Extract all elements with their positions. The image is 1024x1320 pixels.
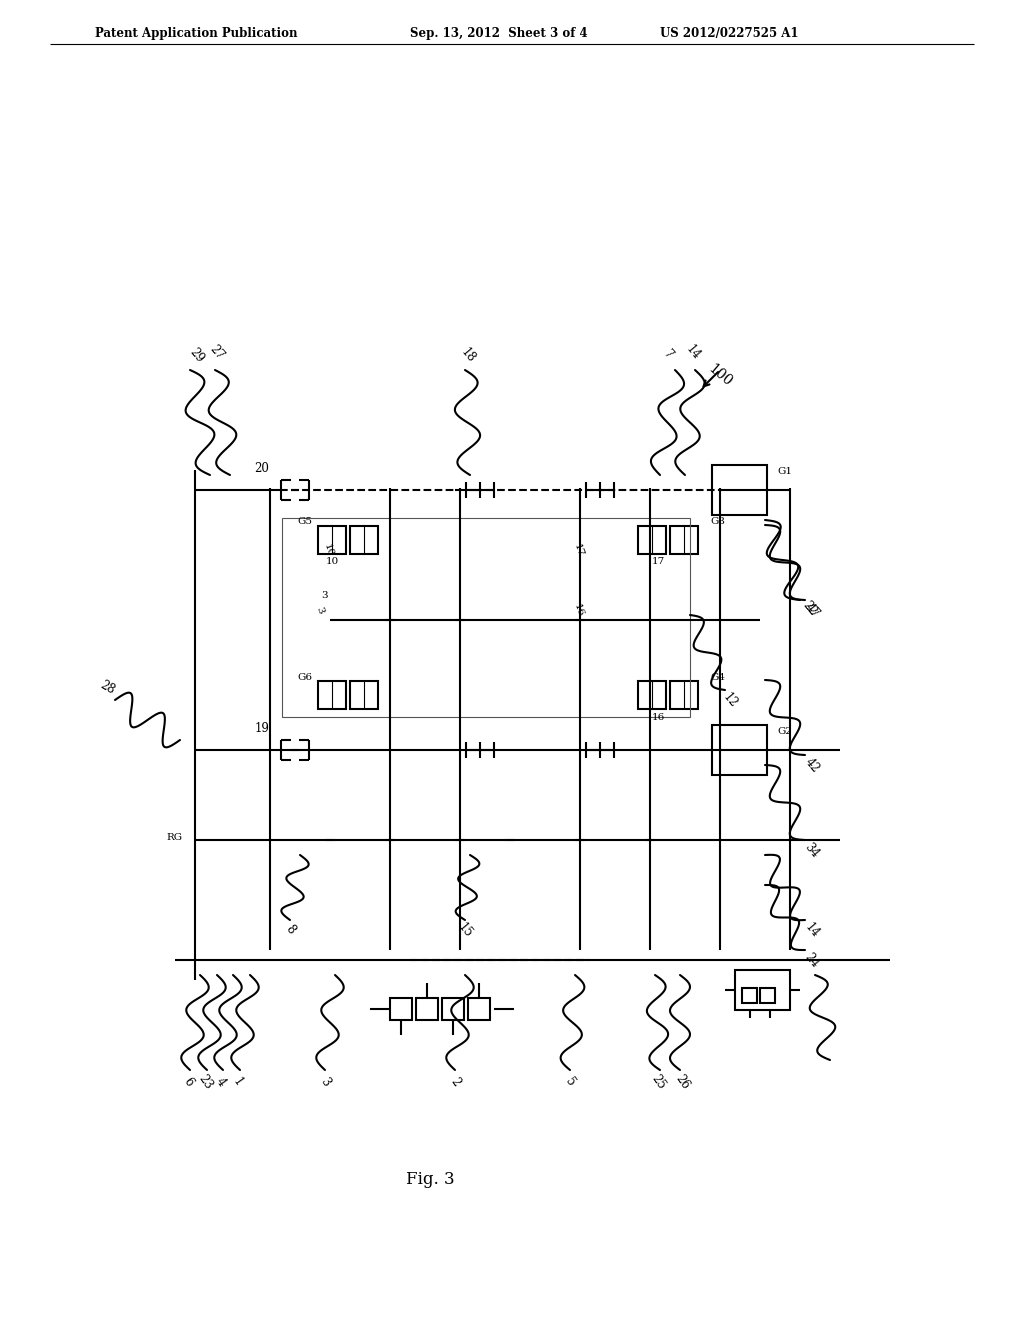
Bar [638, 681, 666, 709]
Text: 16: 16 [651, 713, 665, 722]
Text: 3: 3 [314, 606, 326, 615]
Text: 8: 8 [283, 923, 297, 937]
Text: 16: 16 [571, 602, 585, 618]
Bar [318, 525, 346, 554]
Text: 7: 7 [660, 348, 676, 362]
Text: 14: 14 [802, 920, 822, 940]
Text: 23: 23 [196, 1072, 215, 1092]
Text: 10: 10 [326, 557, 339, 566]
Text: RG: RG [167, 833, 183, 842]
Bar [318, 681, 346, 709]
Text: 25: 25 [648, 1072, 668, 1092]
Text: G6: G6 [297, 672, 312, 681]
Text: 12: 12 [720, 690, 739, 710]
Text: 17: 17 [571, 543, 585, 558]
Text: 5: 5 [562, 1076, 578, 1089]
Bar [742, 987, 757, 1003]
Text: 19: 19 [255, 722, 269, 734]
Bar [735, 970, 790, 1010]
Text: 17: 17 [651, 557, 665, 566]
Bar [350, 525, 378, 554]
Bar [760, 987, 775, 1003]
Bar [390, 998, 412, 1020]
Text: 6: 6 [180, 1076, 196, 1089]
Bar [712, 725, 767, 775]
Text: US 2012/0227525 A1: US 2012/0227525 A1 [660, 26, 799, 40]
Text: 1: 1 [230, 1076, 246, 1089]
Text: 22: 22 [801, 598, 820, 618]
Text: 47: 47 [802, 601, 822, 620]
Text: 3: 3 [317, 1076, 333, 1089]
Text: 2: 2 [447, 1076, 463, 1089]
Text: G5: G5 [297, 517, 312, 527]
Text: Fig. 3: Fig. 3 [406, 1172, 455, 1188]
Text: 18: 18 [459, 345, 478, 364]
Text: G4: G4 [710, 672, 725, 681]
Bar [350, 681, 378, 709]
Bar [468, 998, 490, 1020]
Text: G2: G2 [777, 727, 792, 737]
Bar [670, 525, 698, 554]
Text: Patent Application Publication: Patent Application Publication [95, 26, 298, 40]
Text: G1: G1 [777, 467, 792, 477]
Bar [282, 517, 690, 717]
Text: 42: 42 [802, 755, 822, 775]
Text: 29: 29 [187, 345, 207, 364]
Text: 34: 34 [802, 840, 822, 859]
Text: 28: 28 [97, 678, 117, 697]
Text: 24: 24 [802, 950, 822, 970]
Bar [712, 465, 767, 515]
Bar [670, 681, 698, 709]
Text: 10: 10 [322, 543, 335, 558]
Bar [638, 525, 666, 554]
Text: 26: 26 [673, 1072, 691, 1092]
Text: 100: 100 [706, 362, 734, 389]
Text: 3: 3 [322, 590, 329, 599]
Text: Sep. 13, 2012  Sheet 3 of 4: Sep. 13, 2012 Sheet 3 of 4 [410, 26, 588, 40]
Text: 27: 27 [207, 342, 226, 362]
Text: G3: G3 [710, 517, 725, 527]
Bar [442, 998, 464, 1020]
Text: 20: 20 [255, 462, 269, 474]
Text: 14: 14 [683, 342, 702, 362]
Text: 4: 4 [214, 1076, 228, 1089]
Text: 15: 15 [456, 920, 475, 940]
Bar [416, 998, 438, 1020]
